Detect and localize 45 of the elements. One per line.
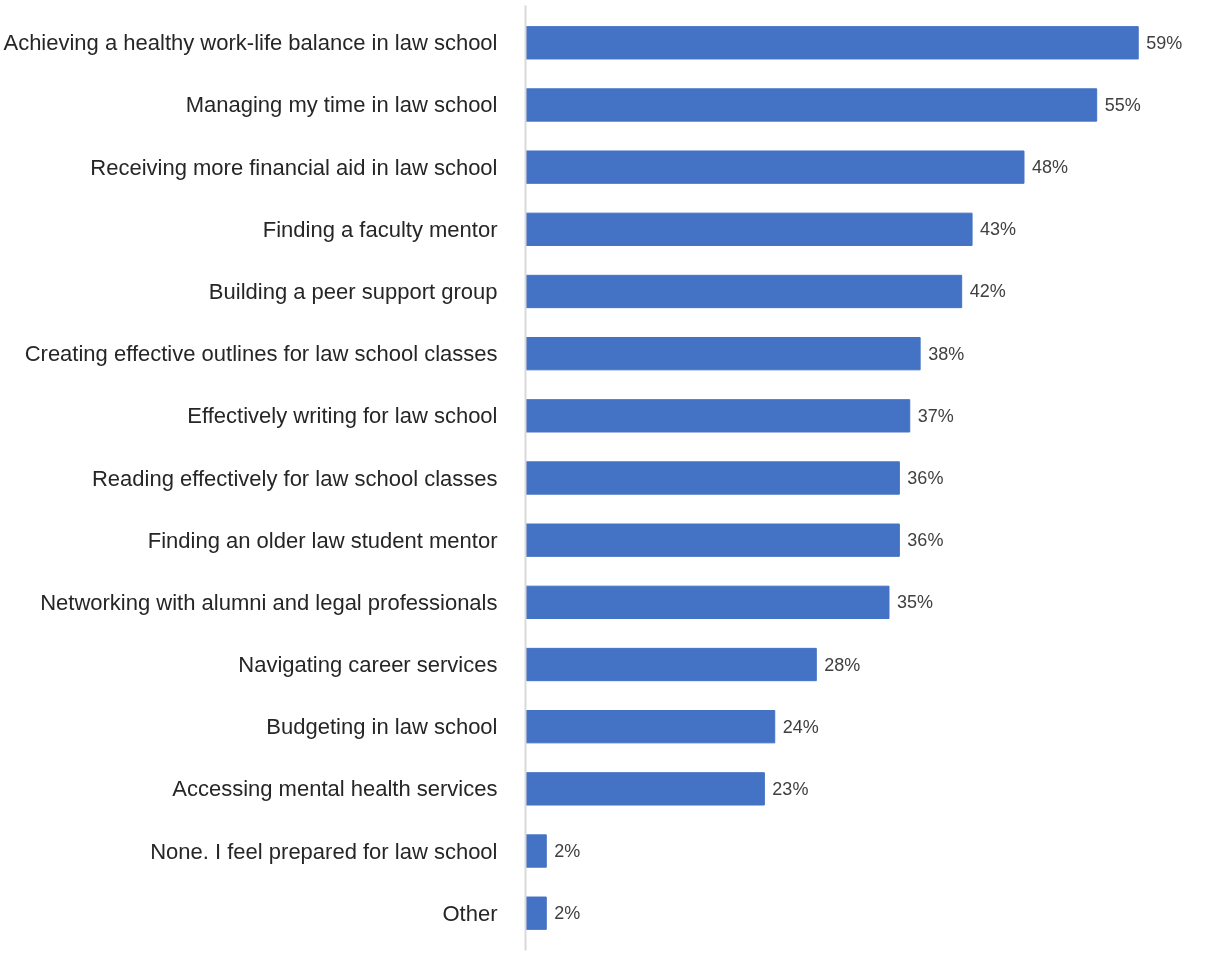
data-label: 42% bbox=[969, 281, 1006, 302]
bar bbox=[525, 212, 973, 246]
data-label: 24% bbox=[782, 716, 819, 737]
data-label: 36% bbox=[907, 468, 944, 488]
data-label: 43% bbox=[980, 219, 1017, 240]
bar bbox=[525, 710, 776, 744]
data-label: 35% bbox=[896, 592, 934, 613]
bar bbox=[525, 336, 921, 371]
data-label: 38% bbox=[928, 343, 965, 364]
bar bbox=[525, 26, 1139, 60]
y-tick-label: Reading effectively for law school classes bbox=[91, 465, 498, 491]
data-label: 37% bbox=[917, 405, 954, 426]
bar bbox=[525, 585, 890, 620]
y-tick-label: Finding an older law student mentor bbox=[147, 527, 498, 553]
bar bbox=[525, 399, 911, 433]
y-tick-label: Managing my time in law school bbox=[185, 92, 498, 118]
data-label: 23% bbox=[772, 778, 809, 799]
y-tick-label: Networking with alumni and legal professionals bbox=[40, 589, 498, 615]
y-tick-label: Creating effective outlines for law school classes bbox=[24, 341, 498, 367]
y-tick-label: Receiving more financial aid in law school bbox=[90, 154, 498, 180]
data-label: 28% bbox=[824, 654, 861, 675]
y-tick-label: Other bbox=[442, 900, 498, 926]
bar bbox=[525, 523, 900, 557]
y-tick-label: Budgeting in law school bbox=[266, 714, 498, 740]
data-label: 48% bbox=[1031, 157, 1069, 178]
bar bbox=[525, 896, 547, 930]
y-tick-label: None. I feel prepared for law school bbox=[150, 838, 498, 864]
y-tick-label: Effectively writing for law school bbox=[187, 403, 498, 429]
y-tick-label: Achieving a healthy work-life balance in law school bbox=[3, 30, 498, 56]
y-tick-label: Navigating career services bbox=[238, 652, 498, 678]
y-tick-label: Building a peer support group bbox=[208, 278, 498, 304]
y-tick-label: Accessing mental health services bbox=[172, 776, 498, 802]
data-label: 2% bbox=[554, 841, 581, 862]
data-label: 36% bbox=[907, 530, 944, 551]
bar bbox=[525, 150, 1025, 184]
bar bbox=[525, 647, 817, 682]
data-label: 59% bbox=[1146, 32, 1183, 53]
bar bbox=[525, 834, 547, 868]
bar bbox=[525, 772, 765, 806]
data-label: 55% bbox=[1104, 94, 1141, 115]
bar bbox=[525, 274, 963, 309]
data-label: 2% bbox=[554, 903, 581, 924]
bar bbox=[525, 461, 900, 495]
y-tick-label: Finding a faculty mentor bbox=[262, 216, 498, 242]
bar bbox=[525, 88, 1098, 122]
